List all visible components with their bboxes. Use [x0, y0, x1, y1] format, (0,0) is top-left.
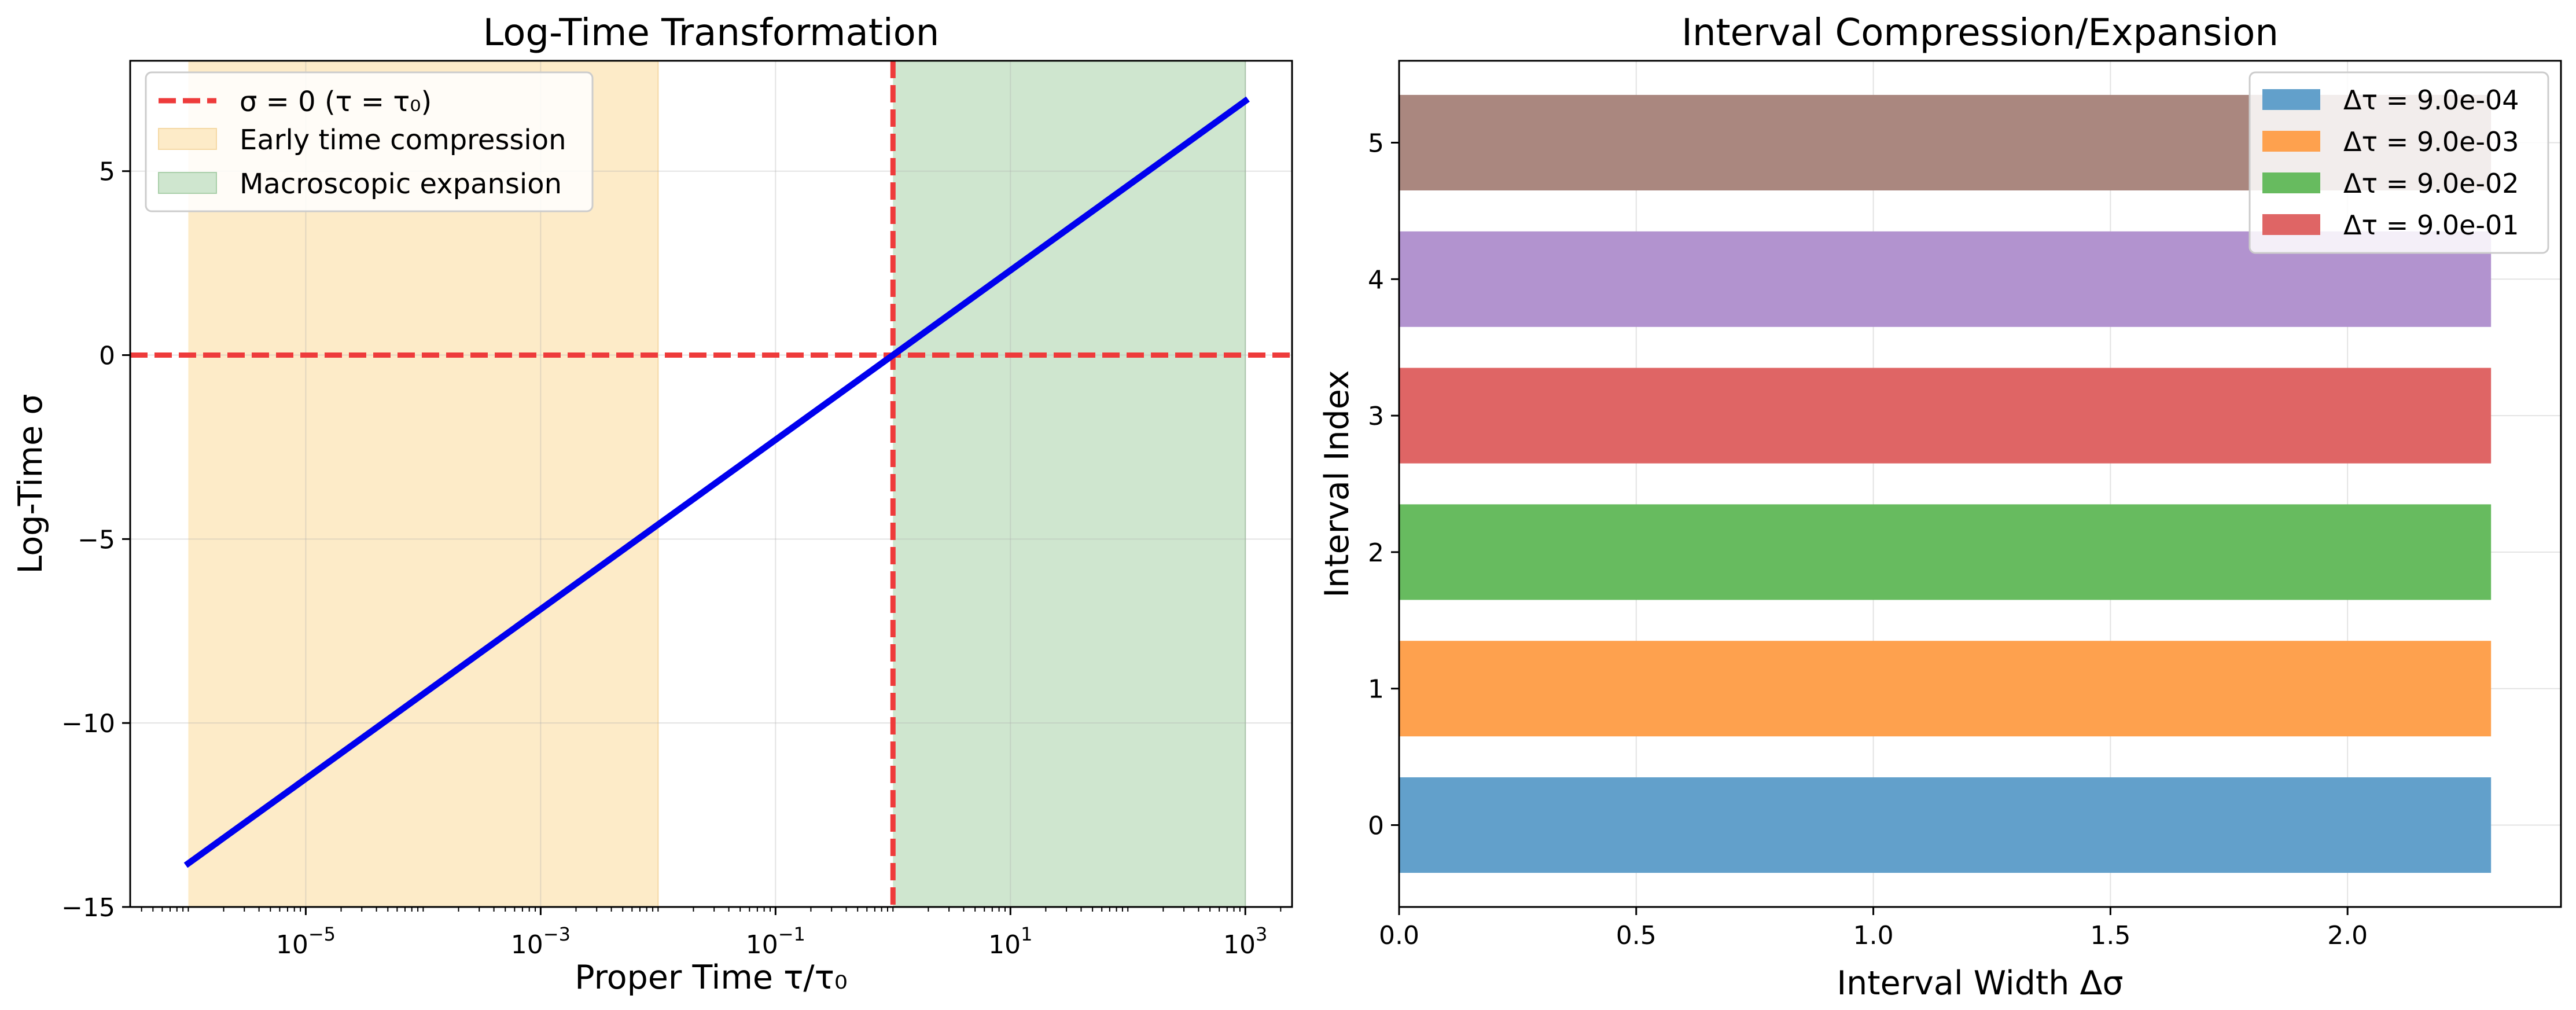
legend-entry-early: Early time compression: [240, 124, 566, 156]
chart-title: Log-Time Transformation: [483, 12, 940, 54]
interval-chart: 0.0 0.5 1.0 1.5 2.0 0 1 2 3 4 5 Interval Compress…: [1318, 12, 2562, 1002]
y-axis-label: Log-Time σ: [12, 394, 50, 574]
bar-0: [1399, 777, 2492, 873]
legend: Δτ = 9.0e-04 Δτ = 9.0e-03 Δτ = 9.0e-02 Δτ =…: [2249, 71, 2549, 254]
plot-frame: [129, 60, 1293, 908]
y-ticks: −15 −10 −5 0 5: [61, 157, 130, 923]
legend-entry-1: Δτ = 9.0e-03: [2343, 126, 2519, 157]
x-tick-label: 1.5: [2090, 921, 2130, 950]
x-tick-label: 2.0: [2327, 921, 2368, 950]
x-tick-label: 0.0: [1379, 921, 1419, 950]
bar-2: [1399, 504, 2492, 600]
y-tick-label: 2: [1368, 538, 1384, 568]
legend-frame: [145, 71, 594, 212]
x-ticks: 10−5 10−3 10−1 101 103: [141, 907, 1282, 960]
x-ticks: 0.0 0.5 1.0 1.5 2.0: [1379, 907, 2368, 950]
x-tick-label: 103: [1223, 923, 1267, 960]
series-lines: [183, 96, 1250, 868]
log-time-chart: 10−5 10−3 10−1 101 103 −15 −10 −5 0 5 Log-Time T…: [12, 12, 1293, 997]
y-tick-label: 1: [1368, 675, 1384, 704]
x-axis-label: Interval Width Δσ: [1837, 964, 2123, 1002]
bar-1: [1399, 641, 2492, 737]
x-axis-label: Proper Time τ/τ₀: [575, 958, 848, 997]
plot-frame: [1398, 60, 2562, 908]
legend-swatch-0: [2262, 89, 2320, 110]
legend-frame: [2249, 71, 2549, 254]
legend-swatch-macro: [158, 172, 217, 194]
x-tick-label: 101: [988, 923, 1032, 960]
y-tick-label: 3: [1368, 402, 1384, 431]
legend-entry-macro: Macroscopic expansion: [240, 168, 562, 200]
y-tick-label: 0: [1368, 811, 1384, 841]
series-line-0: [183, 96, 1250, 868]
shaded-region-1: [893, 61, 1246, 907]
y-tick-label: −10: [61, 709, 115, 739]
reference-lines: [130, 61, 1292, 907]
y-axis-label: Interval Index: [1318, 370, 1356, 597]
y-tick-label: 4: [1368, 265, 1384, 295]
x-tick-label: 10−5: [276, 923, 336, 960]
legend-swatch-3: [2262, 214, 2320, 235]
y-tick-label: −15: [61, 893, 115, 923]
y-tick-label: 5: [1368, 128, 1384, 158]
legend-entry-reference: σ = 0 (τ = τ₀): [240, 86, 432, 118]
legend-swatch-1: [2262, 131, 2320, 152]
x-tick-label: 10−3: [511, 923, 571, 960]
legend-entry-3: Δτ = 9.0e-01: [2343, 210, 2519, 241]
x-tick-label: 0.5: [1616, 921, 1657, 950]
legend-swatch-early: [158, 128, 217, 150]
chart-title: Interval Compression/Expansion: [1681, 12, 2279, 54]
y-tick-label: −5: [78, 525, 115, 554]
x-tick-label: 10−1: [746, 923, 805, 960]
bar-3: [1399, 368, 2492, 464]
x-tick-label: 1.0: [1853, 921, 1894, 950]
legend-entry-2: Δτ = 9.0e-02: [2343, 168, 2519, 199]
y-ticks: 0 1 2 3 4 5: [1368, 128, 1399, 841]
legend-entry-0: Δτ = 9.0e-04: [2343, 85, 2519, 116]
legend-swatch-2: [2262, 172, 2320, 193]
y-tick-label: 5: [99, 157, 115, 187]
y-tick-label: 0: [99, 341, 115, 371]
legend: σ = 0 (τ = τ₀) Early time compression Ma…: [145, 71, 594, 212]
